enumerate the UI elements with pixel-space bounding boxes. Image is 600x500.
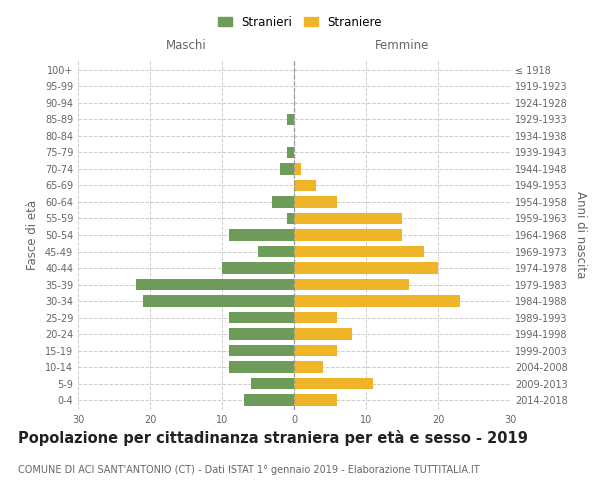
Bar: [294, 296, 460, 307]
Bar: [294, 163, 301, 174]
Text: Femmine: Femmine: [375, 38, 429, 52]
Text: Maschi: Maschi: [166, 38, 206, 52]
Y-axis label: Fasce di età: Fasce di età: [26, 200, 39, 270]
Bar: [294, 212, 402, 224]
Legend: Stranieri, Straniere: Stranieri, Straniere: [213, 11, 387, 34]
Bar: [222, 262, 294, 274]
Bar: [229, 312, 294, 324]
Bar: [287, 146, 294, 158]
Text: COMUNE DI ACI SANT'ANTONIO (CT) - Dati ISTAT 1° gennaio 2019 - Elaborazione TUTT: COMUNE DI ACI SANT'ANTONIO (CT) - Dati I…: [18, 465, 479, 475]
Bar: [294, 180, 316, 192]
Bar: [294, 328, 352, 340]
Bar: [229, 328, 294, 340]
Y-axis label: Anni di nascita: Anni di nascita: [574, 192, 587, 278]
Bar: [294, 262, 438, 274]
Bar: [136, 279, 294, 290]
Bar: [280, 163, 294, 174]
Bar: [251, 378, 294, 390]
Bar: [294, 378, 373, 390]
Bar: [258, 246, 294, 258]
Bar: [294, 362, 323, 373]
Bar: [229, 345, 294, 356]
Bar: [294, 229, 402, 241]
Bar: [294, 345, 337, 356]
Bar: [244, 394, 294, 406]
Text: Popolazione per cittadinanza straniera per età e sesso - 2019: Popolazione per cittadinanza straniera p…: [18, 430, 528, 446]
Bar: [294, 196, 337, 208]
Bar: [294, 394, 337, 406]
Bar: [294, 246, 424, 258]
Bar: [143, 296, 294, 307]
Bar: [294, 312, 337, 324]
Bar: [229, 229, 294, 241]
Bar: [294, 279, 409, 290]
Bar: [272, 196, 294, 208]
Bar: [287, 114, 294, 125]
Bar: [229, 362, 294, 373]
Bar: [287, 212, 294, 224]
